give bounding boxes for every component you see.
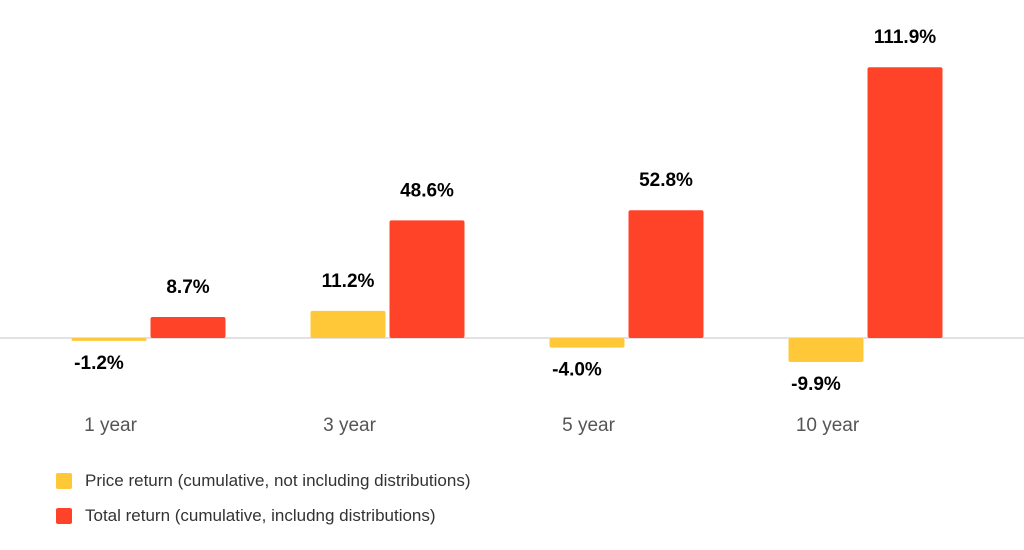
data-label-series-0-5-year: -4.0% [552,360,602,381]
bar-series-0-5-year[interactable] [549,338,625,348]
data-label-series-0-1-year: -1.2% [74,353,124,374]
bar-series-0-3-year[interactable] [310,310,386,338]
legend-swatch-price-return [56,473,72,489]
category-label-10-year: 10 year [796,415,860,436]
bar-series-0-10-year[interactable] [788,338,864,362]
data-label-series-0-10-year: -9.9% [791,374,841,395]
bar-series-0-1-year[interactable] [71,338,147,341]
legend-item-total-return[interactable]: Total return (cumulative, includng distr… [56,506,471,525]
legend-item-price-return[interactable]: Price return (cumulative, not including … [56,471,471,490]
returns-bar-chart: -1.2% 8.7% 11.2% 48.6% -4.0% 52.8% -9.9% 111.9%… [0,27,1024,436]
data-label-series-1-5-year: 52.8% [639,170,693,191]
data-label-series-1-3-year: 48.6% [400,180,454,201]
legend-swatch-total-return [56,508,72,524]
category-label-3-year: 3 year [323,415,376,436]
category-label-5-year: 5 year [562,415,615,436]
bar-series-1-5-year[interactable] [628,210,704,338]
bars-layer [71,67,943,362]
legend-label-total-return: Total return (cumulative, includng distr… [85,506,436,525]
data-label-series-1-1-year: 8.7% [166,277,209,298]
data-label-series-0-3-year: 11.2% [322,271,375,292]
bar-series-1-1-year[interactable] [150,316,226,338]
category-labels-layer: 1 year 3 year 5 year 10 year [84,415,860,436]
legend: Price return (cumulative, not including … [56,471,471,542]
bar-series-1-10-year[interactable] [867,67,943,339]
bar-series-1-3-year[interactable] [389,220,465,338]
data-label-series-1-10-year: 111.9% [874,27,936,48]
legend-label-price-return: Price return (cumulative, not including … [85,471,471,490]
category-label-1-year: 1 year [84,415,137,436]
data-labels-layer: -1.2% 8.7% 11.2% 48.6% -4.0% 52.8% -9.9% 111.9% [74,27,936,395]
